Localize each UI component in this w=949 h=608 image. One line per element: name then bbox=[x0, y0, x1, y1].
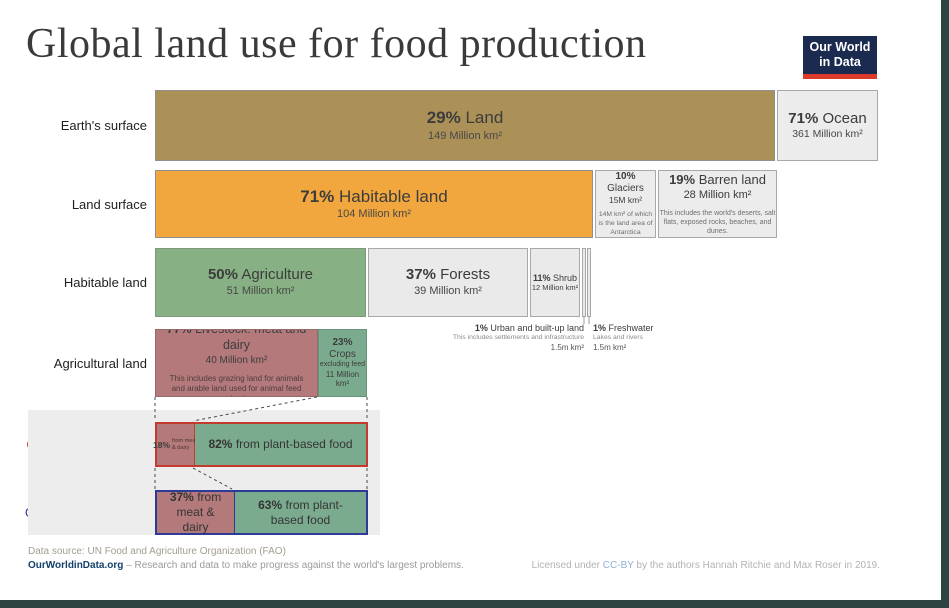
footer-source: Data source: UN Food and Agriculture Org… bbox=[28, 546, 286, 557]
row-label-agricultural-land: Agricultural land bbox=[53, 355, 147, 371]
glaciers-note: 14M km² of which is the land area of Ant… bbox=[598, 210, 653, 236]
calorie-meat-segment: 18% from meat & dairy bbox=[153, 424, 198, 465]
barren-name: Barren land bbox=[698, 172, 766, 188]
bar-agriculture: 50% Agriculture 51 Million km² bbox=[155, 248, 366, 317]
shrub-area: 12 Million km² bbox=[531, 283, 579, 293]
crops-area: 11 Million km² bbox=[325, 369, 360, 389]
forests-area: 39 Million km² bbox=[414, 285, 482, 298]
footer-license: Licensed under CC-BY by the authors Hann… bbox=[500, 560, 880, 571]
bar-barren-land: 19% Barren land 28 Million km² This incl… bbox=[658, 170, 777, 238]
agriculture-area: 51 Million km² bbox=[226, 285, 295, 298]
freshwater-area: 1.5m km² bbox=[593, 342, 627, 352]
bar-habitable-land: 71% Habitable land 104 Million km² bbox=[155, 170, 593, 238]
bar-ocean: 71% Ocean 361 Million km² bbox=[777, 90, 878, 161]
calorie-meat-label: from meat & dairy bbox=[172, 438, 198, 451]
habitable-name: Habitable land bbox=[339, 186, 448, 206]
shrub-pct: 11% bbox=[532, 272, 551, 283]
calorie-meat-pct: 18% bbox=[153, 439, 171, 450]
barren-area: 28 Million km² bbox=[683, 189, 752, 202]
bar-protein-supply: 37% from meat & dairy 63% from plant-bas… bbox=[155, 490, 368, 535]
bar-freshwater-sliver bbox=[587, 248, 591, 317]
owid-logo-red-bar bbox=[803, 74, 877, 79]
row-label-land-surface: Land surface bbox=[71, 196, 147, 212]
license-pre: Licensed under bbox=[531, 560, 603, 571]
land-pct: 29% bbox=[426, 108, 461, 128]
calorie-plant-segment: 82% from plant-based food bbox=[195, 424, 366, 465]
crops-pct: 23% bbox=[332, 337, 353, 349]
agriculture-pct: 50% bbox=[207, 266, 238, 284]
crops-note: excluding feed bbox=[319, 361, 366, 369]
barren-note: This includes the world's deserts, salt … bbox=[659, 209, 776, 235]
urban-pct: 1% bbox=[474, 323, 488, 333]
bar-shrub: 11% Shrub 12 Million km² bbox=[530, 248, 580, 317]
habitable-pct: 71% bbox=[300, 186, 335, 206]
bar-glaciers: 10% Glaciers 15M km² 14M km² of which is… bbox=[595, 170, 656, 238]
urban-name: Urban and built-up land bbox=[490, 323, 584, 333]
glaciers-pct: 10% bbox=[615, 170, 636, 182]
bar-livestock: 77% Livestock: meat and dairy 40 Million… bbox=[155, 329, 318, 397]
freshwater-name: Freshwater bbox=[608, 323, 654, 333]
protein-meat-pct: 37% bbox=[169, 490, 194, 504]
bar-urban-sliver bbox=[582, 248, 586, 317]
bar-land: 29% Land 149 Million km² bbox=[155, 90, 775, 161]
shrub-name: Shrub bbox=[553, 272, 578, 283]
slide-edge-right bbox=[941, 0, 949, 608]
land-name: Land bbox=[465, 108, 504, 128]
footer-tagline: – Research and data to make progress aga… bbox=[126, 560, 464, 571]
forests-pct: 37% bbox=[405, 266, 436, 284]
calorie-plant-label: from plant-based food bbox=[235, 437, 353, 451]
bar-forests: 37% Forests 39 Million km² bbox=[368, 248, 528, 317]
livestock-area: 40 Million km² bbox=[205, 354, 268, 366]
footer-tagline-line: OurWorldinData.org – Research and data t… bbox=[28, 560, 464, 571]
protein-plant-label: from plant-based food bbox=[270, 497, 343, 527]
owid-link[interactable]: OurWorldinData.org bbox=[28, 560, 124, 571]
protein-meat-segment: 37% from meat & dairy bbox=[157, 490, 235, 534]
land-area: 149 Million km² bbox=[428, 129, 502, 142]
forests-name: Forests bbox=[440, 266, 491, 284]
owid-logo-box: Our World in Data bbox=[803, 36, 877, 74]
glaciers-name: Glaciers bbox=[607, 182, 644, 194]
bar-calorie-supply: 18% from meat & dairy 82% from plant-bas… bbox=[153, 422, 368, 467]
owid-logo-line2: in Data bbox=[819, 55, 861, 69]
callout-urban: 1% Urban and built-up land This includes… bbox=[400, 323, 584, 353]
row-label-habitable-land: Habitable land bbox=[63, 275, 147, 290]
urban-area: 1.5m km² bbox=[550, 342, 584, 352]
ocean-name: Ocean bbox=[822, 109, 867, 127]
freshwater-pct: 1% bbox=[593, 323, 607, 333]
agriculture-name: Agriculture bbox=[241, 266, 314, 284]
livestock-name: Livestock: meat and dairy bbox=[195, 329, 307, 352]
freshwater-note: Lakes and rivers bbox=[593, 334, 643, 342]
owid-logo-line1: Our World bbox=[809, 40, 871, 54]
protein-meat-label: from meat & dairy bbox=[176, 490, 222, 534]
license-post: by the authors Hannah Ritchie and Max Ro… bbox=[633, 560, 881, 571]
livestock-note: This includes grazing land for animals a… bbox=[169, 373, 304, 396]
cc-by-link[interactable]: CC-BY bbox=[602, 560, 634, 571]
bar-crops: 23% Crops excluding feed 11 Million km² bbox=[318, 329, 367, 397]
ocean-pct: 71% bbox=[788, 109, 819, 127]
habitable-area: 104 Million km² bbox=[337, 208, 411, 221]
ocean-area: 361 Million km² bbox=[792, 127, 863, 140]
urban-note: This includes settlements and infrastruc… bbox=[452, 334, 584, 342]
barren-pct: 19% bbox=[669, 172, 696, 188]
livestock-pct: 77% bbox=[166, 329, 192, 337]
protein-plant-segment: 63% from plant-based food bbox=[235, 492, 366, 533]
row-label-earths-surface: Earth's surface bbox=[60, 118, 147, 133]
calorie-plant-pct: 82% bbox=[208, 437, 233, 451]
protein-plant-pct: 63% bbox=[258, 497, 283, 512]
slide-edge-bottom bbox=[0, 600, 949, 608]
glaciers-area: 15M km² bbox=[608, 194, 643, 205]
crops-name: Crops bbox=[329, 349, 356, 361]
owid-logo: Our World in Data bbox=[803, 36, 877, 79]
callout-freshwater: 1% Freshwater Lakes and rivers 1.5m km² bbox=[593, 323, 723, 353]
page-title: Global land use for food production bbox=[26, 21, 647, 67]
